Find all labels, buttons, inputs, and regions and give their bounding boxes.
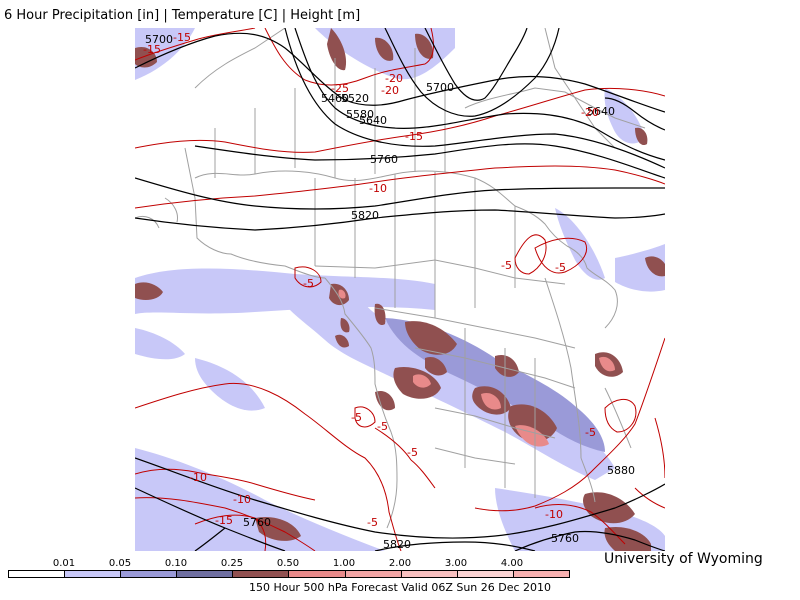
temperature-label: -10	[233, 493, 251, 506]
temperature-label: -5	[303, 277, 314, 290]
legend-swatch	[401, 571, 458, 577]
legend-label: 0.50	[276, 558, 300, 569]
temperature-contours	[135, 28, 665, 551]
legend-swatch	[345, 571, 402, 577]
legend-label: 0.10	[164, 558, 188, 569]
temperature-label: -5	[585, 426, 596, 439]
legend-label: 0.25	[220, 558, 244, 569]
temperature-label: -10	[189, 471, 207, 484]
height-label: 5760	[551, 532, 579, 545]
temperature-label: -20	[581, 106, 599, 119]
temperature-label-group: -15 -15 -25 -20 -20 -15 -10 -20 -5 -5 -5…	[143, 31, 599, 529]
temperature-label: -5	[367, 516, 378, 529]
height-label: 5640	[359, 114, 387, 127]
temperature-label: -5	[407, 446, 418, 459]
temperature-label: -10	[545, 508, 563, 521]
temperature-label: -20	[385, 72, 403, 85]
height-contours	[135, 28, 665, 551]
legend-label: 0.01	[52, 558, 76, 569]
height-label: 5880	[607, 464, 635, 477]
legend-label: 2.00	[388, 558, 412, 569]
legend-swatch	[65, 571, 122, 577]
color-legend-bar	[8, 570, 570, 578]
legend-swatch	[457, 571, 514, 577]
map-title: 6 Hour Precipitation [in] | Temperature …	[4, 8, 361, 23]
height-label: 5640	[587, 105, 615, 118]
height-label: 5580	[346, 108, 374, 121]
height-label: 5760	[370, 153, 398, 166]
map-borders	[135, 28, 646, 529]
legend-labels: 0.01 0.05 0.10 0.25 0.50 1.00 2.00 3.00 …	[8, 558, 568, 570]
forecast-map: 5700 5460 5520 5580 5640 5700 5760 5820 …	[135, 28, 665, 551]
temperature-label: -20	[381, 84, 399, 97]
legend-swatch	[121, 571, 178, 577]
temperature-label: -15	[143, 43, 161, 56]
height-label: 5700	[426, 81, 454, 94]
legend-swatch	[289, 571, 346, 577]
height-label: 5820	[351, 209, 379, 222]
legend-label: 4.00	[500, 558, 524, 569]
legend-swatch	[513, 571, 569, 577]
legend-swatch	[177, 571, 234, 577]
legend-label: 1.00	[332, 558, 356, 569]
height-label: 5460	[321, 92, 349, 105]
height-label-group: 5700 5460 5520 5580 5640 5700 5760 5820 …	[145, 33, 635, 551]
legend-label: 3.00	[444, 558, 468, 569]
temperature-label: -15	[405, 130, 423, 143]
temperature-label: -5	[555, 261, 566, 274]
temperature-label: -15	[215, 514, 233, 527]
credit-text: University of Wyoming	[604, 551, 763, 567]
temperature-label: -5	[351, 411, 362, 424]
temperature-label: -5	[377, 420, 388, 433]
forecast-subtitle: 150 Hour 500 hPa Forecast Valid 06Z Sun …	[248, 581, 552, 594]
legend-swatch	[9, 571, 66, 577]
height-label: 5820	[383, 538, 411, 551]
temperature-label: -15	[173, 31, 191, 44]
height-label: 5520	[341, 92, 369, 105]
legend-swatch	[233, 571, 290, 577]
temperature-label: -25	[331, 82, 349, 95]
height-label: 5760	[243, 516, 271, 529]
temperature-label: -10	[369, 182, 387, 195]
legend-label: 0.05	[108, 558, 132, 569]
temperature-label: -5	[501, 259, 512, 272]
height-label: 5700	[145, 33, 173, 46]
